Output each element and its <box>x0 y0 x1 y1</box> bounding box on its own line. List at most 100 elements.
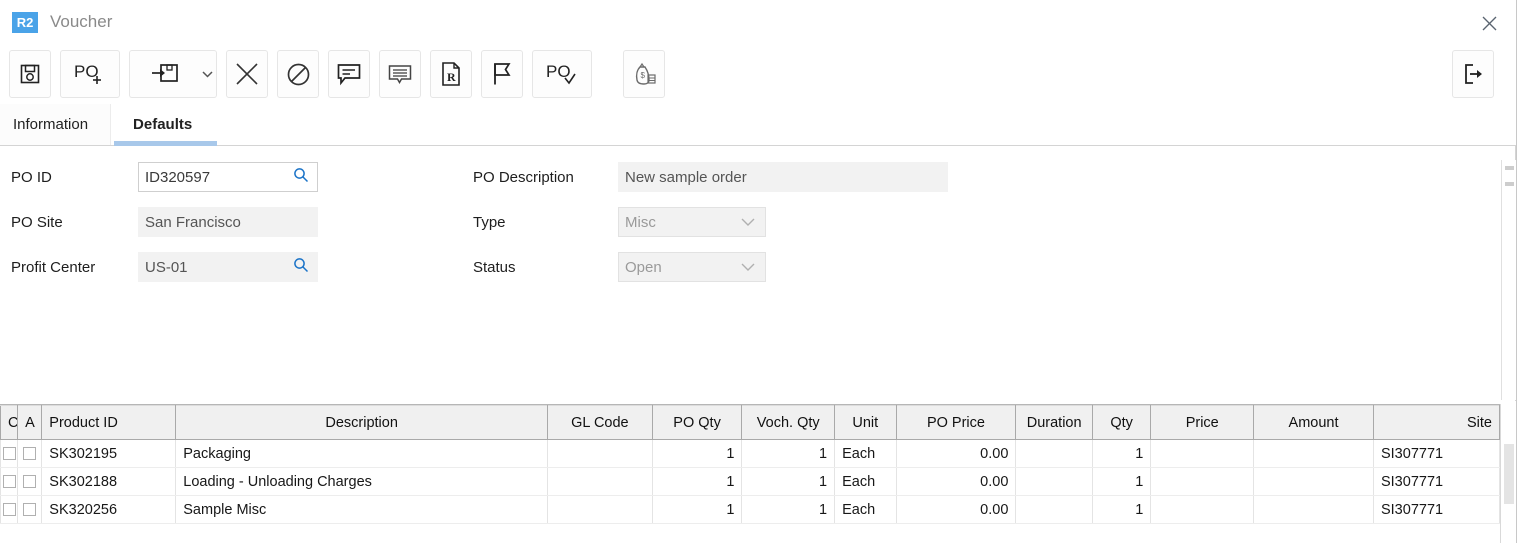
cell-amount[interactable] <box>1253 467 1374 496</box>
po-check-button[interactable]: PO <box>532 50 592 98</box>
field-profit-center: Profit Center US-01 <box>11 252 318 282</box>
cell-c[interactable] <box>0 439 19 468</box>
column-header-site[interactable]: Site <box>1372 405 1501 440</box>
cell-unit[interactable]: Each <box>834 495 897 524</box>
table-row[interactable]: SK302188 Loading - Unloading Charges 1 1 Eac… <box>0 467 1501 496</box>
field-po-description: PO Description New sample order <box>473 162 948 192</box>
delete-button[interactable] <box>226 50 268 98</box>
cell-po_price[interactable]: 0.00 <box>895 467 1017 496</box>
table-row[interactable]: SK302195 Packaging 1 1 Each 0.00 1 SI307771 <box>0 439 1501 468</box>
checkbox-a[interactable] <box>23 447 37 461</box>
column-header-c[interactable]: C <box>0 405 19 440</box>
cell-amount[interactable] <box>1253 495 1374 524</box>
cell-site[interactable]: SI307771 <box>1372 495 1501 524</box>
checkbox-c[interactable] <box>2 447 16 461</box>
cell-po_qty[interactable]: 1 <box>651 439 743 468</box>
column-header-product_id[interactable]: Product ID <box>41 405 177 440</box>
cell-gl_code[interactable] <box>546 495 653 524</box>
cell-po_price[interactable]: 0.00 <box>895 439 1017 468</box>
cell-voch_qty[interactable]: 1 <box>741 467 836 496</box>
cell-qty[interactable]: 1 <box>1091 467 1152 496</box>
flag-button[interactable] <box>481 50 523 98</box>
tab-information[interactable]: Information <box>0 104 112 145</box>
cell-qty[interactable]: 1 <box>1091 439 1152 468</box>
cell-voch_qty[interactable]: 1 <box>741 495 836 524</box>
cell-voch_qty[interactable]: 1 <box>741 439 836 468</box>
column-header-gl_code[interactable]: GL Code <box>546 405 653 440</box>
column-header-description[interactable]: Description <box>175 405 548 440</box>
cell-amount[interactable] <box>1253 439 1374 468</box>
cell-duration[interactable] <box>1015 439 1093 468</box>
column-header-amount[interactable]: Amount <box>1253 405 1374 440</box>
money-bag-icon: $ <box>635 62 656 85</box>
payment-button[interactable]: $ <box>623 50 665 98</box>
column-header-voch_qty[interactable]: Voch. Qty <box>741 405 836 440</box>
status-select[interactable]: Open <box>618 252 766 282</box>
tab-defaults[interactable]: Defaults <box>111 104 221 146</box>
cell-description[interactable]: Packaging <box>175 439 548 468</box>
column-header-po_price[interactable]: PO Price <box>895 405 1017 440</box>
cell-c[interactable] <box>0 495 19 524</box>
cell-unit[interactable]: Each <box>834 439 897 468</box>
field-po-site-label: PO Site <box>11 213 63 231</box>
cell-a[interactable] <box>17 439 43 468</box>
checkbox-c[interactable] <box>2 475 16 489</box>
report-button[interactable]: R <box>430 50 472 98</box>
cell-price[interactable] <box>1150 467 1255 496</box>
cell-price[interactable] <box>1150 495 1255 524</box>
table-row[interactable]: SK320256 Sample Misc 1 1 Each 0.00 1 SI307771 <box>0 495 1501 524</box>
cell-description[interactable]: Loading - Unloading Charges <box>175 467 548 496</box>
cell-duration[interactable] <box>1015 467 1093 496</box>
checkbox-a[interactable] <box>23 475 37 489</box>
cell-gl_code[interactable] <box>546 467 653 496</box>
cell-unit[interactable]: Each <box>834 467 897 496</box>
checkbox-c[interactable] <box>2 503 16 517</box>
cell-qty[interactable]: 1 <box>1091 495 1152 524</box>
tab-bar: Information Defaults <box>0 104 1516 146</box>
column-header-duration[interactable]: Duration <box>1015 405 1093 440</box>
box-in-icon <box>151 64 178 82</box>
column-header-price[interactable]: Price <box>1150 405 1255 440</box>
column-header-qty[interactable]: Qty <box>1091 405 1152 440</box>
column-header-unit[interactable]: Unit <box>834 405 897 440</box>
comment-button[interactable] <box>328 50 370 98</box>
type-select[interactable]: Misc <box>618 207 766 237</box>
cell-po_qty[interactable]: 1 <box>651 495 743 524</box>
grid-vertical-scrollbar[interactable] <box>1500 404 1516 543</box>
cell-product_id[interactable]: SK302188 <box>41 467 177 496</box>
profit-center-field[interactable]: US-01 <box>138 252 318 282</box>
grid-scrollbar-thumb[interactable] <box>1504 444 1514 504</box>
cell-po_price[interactable]: 0.00 <box>895 495 1017 524</box>
checkbox-a[interactable] <box>23 503 37 517</box>
cell-a[interactable] <box>17 495 43 524</box>
save-button[interactable] <box>9 50 51 98</box>
cell-site[interactable]: SI307771 <box>1372 467 1501 496</box>
receive-into-inventory-button[interactable] <box>129 50 199 98</box>
cell-gl_code[interactable] <box>546 439 653 468</box>
exit-button[interactable] <box>1452 50 1494 98</box>
po-id-input[interactable]: ID320597 <box>138 162 318 192</box>
cell-duration[interactable] <box>1015 495 1093 524</box>
form-panel: PO ID ID320597 PO Site San Francisco Pro… <box>0 146 1516 401</box>
column-header-a[interactable]: A <box>17 405 43 440</box>
cell-site[interactable]: SI307771 <box>1372 439 1501 468</box>
po-id-value: ID320597 <box>145 168 211 186</box>
cell-c[interactable] <box>0 467 19 496</box>
cell-product_id[interactable]: SK320256 <box>41 495 177 524</box>
create-po-button[interactable]: PO <box>60 50 120 98</box>
cell-description[interactable]: Sample Misc <box>175 495 548 524</box>
po-site-value: San Francisco <box>145 213 241 231</box>
cell-product_id[interactable]: SK302195 <box>41 439 177 468</box>
profit-center-search-icon[interactable] <box>293 257 309 277</box>
column-header-po_qty[interactable]: PO Qty <box>651 405 743 440</box>
po-id-search-icon[interactable] <box>293 167 309 187</box>
cancel-button[interactable] <box>277 50 319 98</box>
form-vertical-scrollbar[interactable] <box>1501 160 1516 400</box>
type-chevron-down-icon <box>741 214 755 231</box>
cell-a[interactable] <box>17 467 43 496</box>
cell-po_qty[interactable]: 1 <box>651 467 743 496</box>
close-window-button[interactable] <box>1476 10 1502 36</box>
receive-options-dropdown[interactable] <box>199 50 217 98</box>
notes-button[interactable] <box>379 50 421 98</box>
cell-price[interactable] <box>1150 439 1255 468</box>
